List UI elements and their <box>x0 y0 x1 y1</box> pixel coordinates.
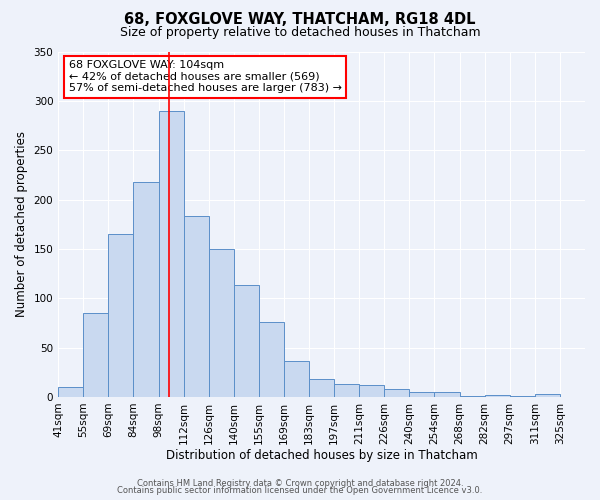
Text: Contains public sector information licensed under the Open Government Licence v3: Contains public sector information licen… <box>118 486 482 495</box>
Bar <box>309 379 334 397</box>
Bar <box>334 384 359 397</box>
Bar <box>184 216 209 397</box>
Bar <box>158 110 184 397</box>
Bar <box>359 385 385 397</box>
Text: 68 FOXGLOVE WAY: 104sqm
← 42% of detached houses are smaller (569)
57% of semi-d: 68 FOXGLOVE WAY: 104sqm ← 42% of detache… <box>69 60 342 94</box>
Bar <box>58 387 83 397</box>
Bar <box>209 249 234 397</box>
Bar <box>234 286 259 397</box>
Bar <box>485 395 510 397</box>
Bar <box>510 396 535 397</box>
Bar <box>83 313 109 397</box>
Bar <box>434 392 460 397</box>
Bar <box>460 396 485 397</box>
X-axis label: Distribution of detached houses by size in Thatcham: Distribution of detached houses by size … <box>166 450 478 462</box>
Bar <box>409 392 434 397</box>
Text: Contains HM Land Registry data © Crown copyright and database right 2024.: Contains HM Land Registry data © Crown c… <box>137 478 463 488</box>
Y-axis label: Number of detached properties: Number of detached properties <box>15 131 28 317</box>
Bar <box>133 182 158 397</box>
Bar <box>284 362 309 397</box>
Bar <box>259 322 284 397</box>
Bar <box>109 234 133 397</box>
Text: 68, FOXGLOVE WAY, THATCHAM, RG18 4DL: 68, FOXGLOVE WAY, THATCHAM, RG18 4DL <box>124 12 476 28</box>
Bar <box>385 389 409 397</box>
Text: Size of property relative to detached houses in Thatcham: Size of property relative to detached ho… <box>119 26 481 39</box>
Bar <box>535 394 560 397</box>
